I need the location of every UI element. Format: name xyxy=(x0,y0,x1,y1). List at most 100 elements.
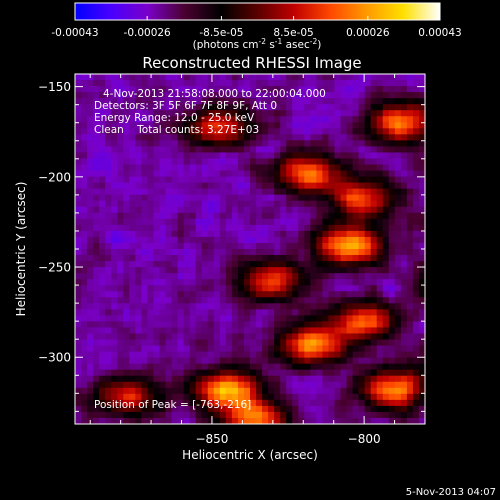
heatmap-cell xyxy=(105,309,112,316)
heatmap-cell xyxy=(340,369,347,377)
heatmap-cell xyxy=(171,333,178,340)
heatmap-cell xyxy=(117,110,124,117)
heatmap-cell xyxy=(195,345,203,352)
heatmap-cell xyxy=(183,224,191,232)
heatmap-cell xyxy=(81,182,88,190)
heatmap-cell xyxy=(81,170,88,177)
heatmap-cell xyxy=(370,381,378,389)
heatmap-cell xyxy=(93,357,100,365)
heatmap-cell xyxy=(388,291,396,298)
heatmap-cell xyxy=(81,242,88,250)
heatmap-cell xyxy=(201,146,209,153)
heatmap-cell xyxy=(418,200,425,208)
heatmap-cell xyxy=(75,399,82,407)
heatmap-cell xyxy=(201,176,209,184)
heatmap-cell xyxy=(292,104,299,111)
heatmap-cell xyxy=(189,417,197,424)
heatmap-cell xyxy=(141,321,148,328)
heatmap-cell xyxy=(87,104,94,111)
heatmap-cell xyxy=(105,122,112,129)
heatmap-cell xyxy=(262,321,269,328)
heatmap-cell xyxy=(304,224,311,232)
heatmap-cell xyxy=(183,411,191,419)
heatmap-cell xyxy=(105,134,112,141)
heatmap-cell xyxy=(141,381,148,389)
heatmap-cell xyxy=(412,194,420,202)
heatmap-cell xyxy=(141,363,148,371)
heatmap-cell xyxy=(376,285,384,292)
heatmap-cell xyxy=(322,212,329,220)
heatmap-cell xyxy=(286,249,293,256)
heatmap-cell xyxy=(280,249,287,256)
heatmap-cell xyxy=(292,303,299,310)
heatmap-cell xyxy=(111,200,118,208)
heatmap-cell xyxy=(147,363,154,371)
heatmap-cell xyxy=(213,176,221,184)
heatmap-cell xyxy=(201,194,209,202)
heatmap-cell xyxy=(304,309,311,316)
heatmap-cell xyxy=(310,255,317,262)
heatmap-cell xyxy=(153,297,160,304)
heatmap-cell xyxy=(117,303,124,310)
heatmap-cell xyxy=(358,194,366,202)
heatmap-cell xyxy=(268,104,275,111)
heatmap-cell xyxy=(219,98,227,105)
heatmap-cell xyxy=(141,261,148,268)
heatmap-cell xyxy=(268,182,275,190)
heatmap-cell xyxy=(123,140,130,147)
heatmap-cell xyxy=(177,381,185,389)
heatmap-cell xyxy=(376,152,384,159)
heatmap-cell xyxy=(376,255,384,262)
heatmap-cell xyxy=(237,249,245,256)
heatmap-cell xyxy=(111,212,118,220)
heatmap-cell xyxy=(400,128,408,135)
heatmap-cell xyxy=(346,80,353,87)
heatmap-cell xyxy=(286,261,293,268)
heatmap-cell xyxy=(262,176,269,184)
heatmap-cell xyxy=(304,351,311,359)
heatmap-cell xyxy=(93,164,100,171)
heatmap-cell xyxy=(274,164,281,171)
heatmap-cell xyxy=(280,212,287,220)
heatmap-cell xyxy=(213,291,221,298)
heatmap-cell xyxy=(237,242,245,250)
heatmap-cell xyxy=(159,164,166,171)
heatmap-cell xyxy=(316,387,323,395)
heatmap-cell xyxy=(328,146,335,153)
heatmap-cell xyxy=(382,315,390,322)
heatmap-cell xyxy=(340,164,347,171)
heatmap-cell xyxy=(340,134,347,141)
heatmap-cell xyxy=(75,369,82,377)
heatmap-cell xyxy=(237,267,245,274)
heatmap-cell xyxy=(243,128,251,135)
heatmap-cell xyxy=(117,297,124,304)
heatmap-cell xyxy=(376,116,384,123)
heatmap-cell xyxy=(231,200,239,208)
heatmap-cell xyxy=(262,188,269,196)
heatmap-cell xyxy=(237,74,245,81)
heatmap-cell xyxy=(280,297,287,304)
heatmap-cell xyxy=(81,291,88,298)
heatmap-cell xyxy=(394,212,402,220)
heatmap-cell xyxy=(322,128,329,135)
heatmap-cell xyxy=(231,255,239,262)
heatmap-cell xyxy=(147,357,154,365)
heatmap-cell xyxy=(231,188,239,196)
heatmap-cell xyxy=(376,188,384,196)
heatmap-cell xyxy=(400,92,408,99)
heatmap-cell xyxy=(280,110,287,117)
heatmap-cell xyxy=(105,86,112,93)
heatmap-cell xyxy=(274,255,281,262)
heatmap-cell xyxy=(183,104,191,111)
heatmap-cell xyxy=(370,176,378,184)
heatmap-cell xyxy=(388,375,396,383)
heatmap-cell xyxy=(358,345,366,352)
colorbar-tick-label: 8.5e-05 xyxy=(273,27,313,39)
heatmap-cell xyxy=(195,357,203,365)
heatmap-cell xyxy=(292,140,299,147)
heatmap-cell xyxy=(334,212,341,220)
heatmap-cell xyxy=(219,140,227,147)
heatmap-cell xyxy=(322,140,329,147)
heatmap-cell xyxy=(171,104,178,111)
heatmap-cell xyxy=(382,218,390,226)
